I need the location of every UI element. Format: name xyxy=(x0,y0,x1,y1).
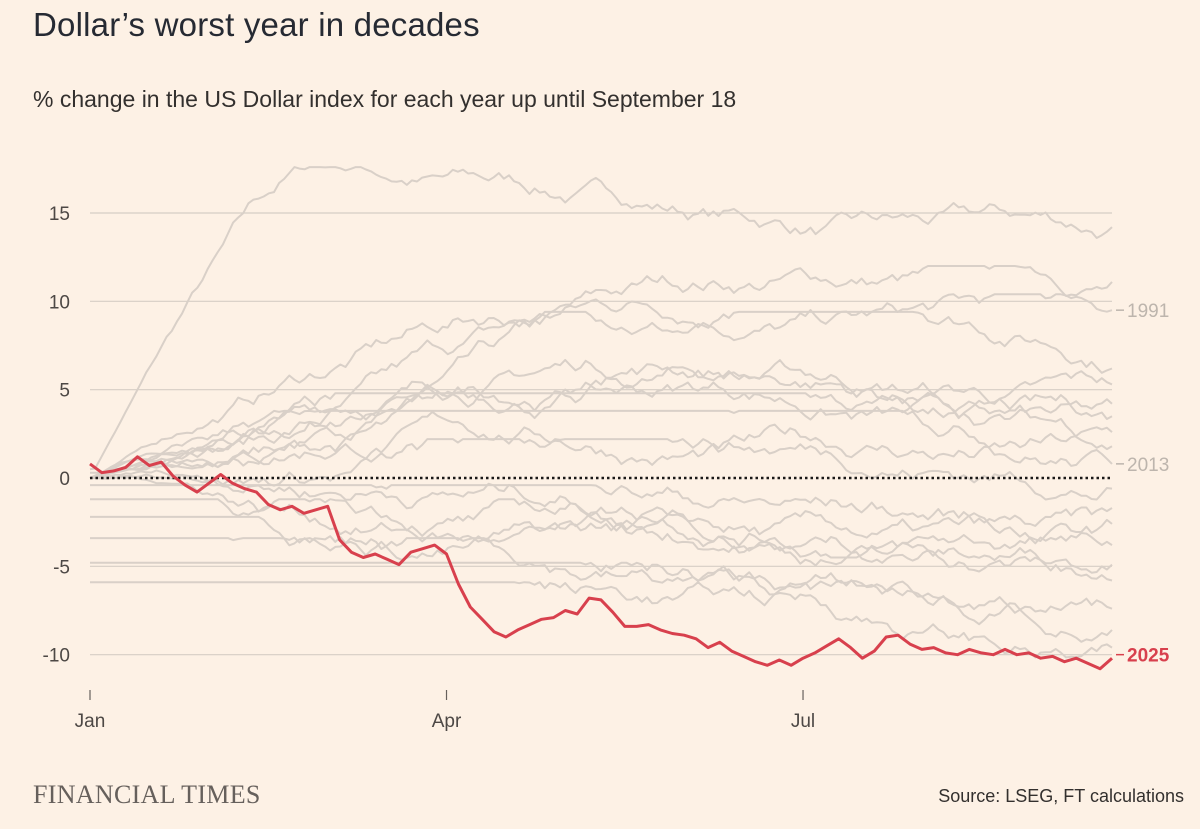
chart-subtitle: % change in the US Dollar index for each… xyxy=(33,86,737,112)
y-tick-label: 15 xyxy=(49,204,70,225)
series-2025-line xyxy=(89,455,1113,671)
background-series-line xyxy=(90,265,1113,474)
background-series-line xyxy=(89,310,1113,479)
ft-logo: FINANCIAL TIMES xyxy=(33,780,261,809)
y-tick-label: 5 xyxy=(59,381,70,402)
background-series-line xyxy=(90,581,1113,659)
y-tick-label: 0 xyxy=(59,469,70,490)
background-series-line xyxy=(90,561,1113,643)
background-series-line xyxy=(90,537,1113,626)
background-series-line xyxy=(89,381,1113,479)
series-label-2013: 2013 xyxy=(1127,455,1169,476)
background-series-line xyxy=(90,515,1113,582)
background-series-line xyxy=(89,438,1113,501)
y-tick-label: 10 xyxy=(49,292,70,313)
background-series-line xyxy=(89,166,1113,471)
y-tick-label: -10 xyxy=(43,646,70,667)
label-layer: 1991 2013 2025 xyxy=(1116,301,1170,667)
chart-title: Dollar’s worst year in decades xyxy=(33,6,480,43)
series-label-2025: 2025 xyxy=(1127,646,1170,667)
highlight-series-layer xyxy=(89,455,1113,671)
x-tick-label: Apr xyxy=(432,711,462,732)
background-series-layer xyxy=(89,166,1113,659)
x-tick-label: Jan xyxy=(75,711,106,732)
y-tick-label: -5 xyxy=(53,557,70,578)
series-label-1991: 1991 xyxy=(1127,301,1169,322)
source-note: Source: LSEG, FT calculations xyxy=(938,786,1184,806)
background-series-line xyxy=(89,473,1113,559)
x-tick-label: Jul xyxy=(791,711,815,732)
background-series-line xyxy=(89,409,1113,479)
background-series-line xyxy=(89,392,1113,479)
background-series-line xyxy=(90,498,1113,574)
background-series-line xyxy=(90,484,1113,546)
background-series-line xyxy=(89,358,1113,479)
background-series-line xyxy=(89,410,1113,479)
background-series-line xyxy=(89,293,1113,479)
grid-layer: 15 10 5 0 -5 -10 Jan Apr Jul xyxy=(43,204,1112,732)
